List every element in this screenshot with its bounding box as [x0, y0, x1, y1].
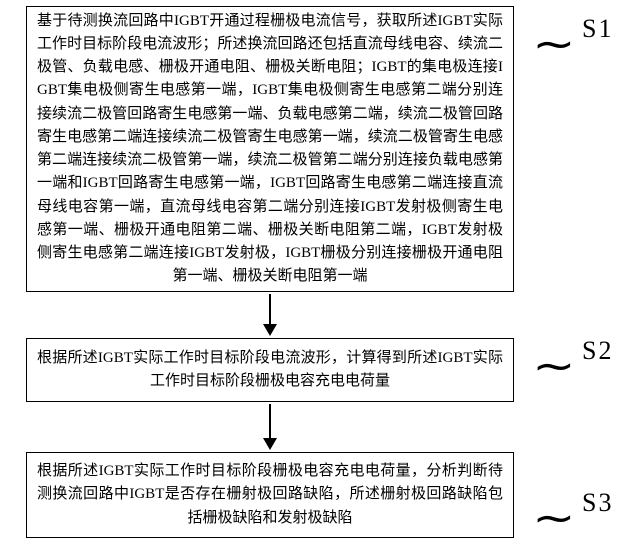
- arrow-down: [261, 294, 279, 338]
- step-label-s2: S2: [582, 336, 613, 366]
- step-box-s2: 根据所述IGBT实际工作时目标阶段电流波形，计算得到所述IGBT实际工作时目标阶…: [26, 338, 514, 402]
- step-box-s1: 基于待测换流回路中IGBT开通过程栅极电流信号，获取所述IGBT实际工作时目标阶…: [26, 6, 514, 292]
- step-box-s3: 根据所述IGBT实际工作时目标阶段栅极电容充电电荷量，分析判断待测换流回路中IG…: [26, 452, 514, 538]
- step-text: 根据所述IGBT实际工作时目标阶段栅极电容充电电荷量，分析判断待测换流回路中IG…: [37, 460, 503, 530]
- step-label-s1: S1: [582, 14, 613, 44]
- step-text: 基于待测换流回路中IGBT开通过程栅极电流信号，获取所述IGBT实际工作时目标阶…: [37, 10, 503, 289]
- arrow-down: [261, 404, 279, 452]
- step-label-s3: S3: [582, 488, 613, 518]
- connector-tilde: ∼: [532, 21, 576, 69]
- step-text: 根据所述IGBT实际工作时目标阶段电流波形，计算得到所述IGBT实际工作时目标阶…: [37, 347, 503, 394]
- flowchart-canvas: 基于待测换流回路中IGBT开通过程栅极电流信号，获取所述IGBT实际工作时目标阶…: [0, 0, 632, 559]
- connector-tilde: ∼: [532, 343, 576, 391]
- connector-tilde: ∼: [532, 495, 576, 543]
